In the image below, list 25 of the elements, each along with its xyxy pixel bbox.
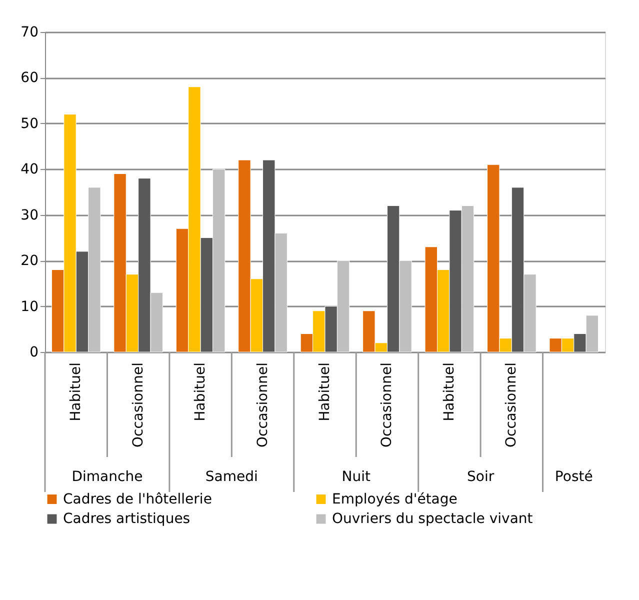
y-tick-label: 20 — [20, 253, 38, 270]
x-tick-label: Habituel — [192, 362, 209, 422]
text: Samedi — [205, 469, 258, 485]
x-tick-label: Habituel — [317, 362, 333, 422]
x-tick-label: Habituel — [68, 362, 84, 422]
x-tick-label: Occasionnel — [379, 362, 396, 448]
legend-label: Cadres artistiques — [63, 511, 190, 527]
y-tick-label: 0 — [30, 344, 38, 360]
legend-label: Ouvriers du spectacle vivant — [332, 511, 534, 527]
x-tick-label: Occasionnel — [130, 362, 146, 448]
x-tick-label: Occasionnel — [504, 362, 520, 448]
y-tick-label: 60 — [20, 70, 38, 86]
x-tick-label: Habituel — [441, 362, 458, 422]
legend-label: Cadres de l'hôtellerie — [63, 491, 212, 508]
y-tick-label: 70 — [20, 24, 38, 40]
text: Dimanche — [72, 469, 143, 485]
y-tick-label: 50 — [20, 116, 38, 132]
y-tick-label: 40 — [20, 162, 38, 178]
x-tick-label: Occasionnel — [254, 362, 271, 448]
text: Nuit — [342, 469, 371, 485]
y-tick-label: 30 — [20, 207, 38, 224]
legend-label: Employés d'étage — [332, 491, 458, 508]
text: Soir — [467, 469, 494, 485]
y-tick-label: 10 — [20, 298, 38, 315]
text: Posté — [554, 469, 593, 485]
